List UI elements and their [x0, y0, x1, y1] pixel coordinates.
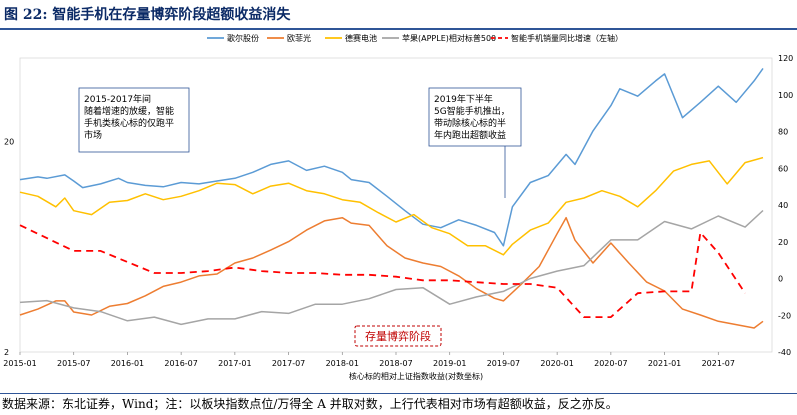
x-tick-label: 2021-07: [702, 359, 735, 368]
stage-stamp-box: [354, 325, 442, 347]
x-tick-label: 2015-07: [57, 359, 90, 368]
right-tick-label: -40: [778, 348, 791, 357]
legend-label-desai: 德赛电池: [345, 33, 377, 43]
footer-rule: [0, 393, 797, 394]
left-tick-label: 2: [4, 348, 9, 357]
stage-stamp-text: 存量博弈阶段: [365, 329, 431, 343]
x-tick-label: 2018-01: [326, 359, 359, 368]
annotation-line: 市场: [84, 129, 102, 141]
right-tick-label: 0: [778, 275, 783, 284]
right-tick-label: 80: [778, 128, 788, 137]
line-chart: 2015-01 2015-07 2016-01 2016-07 2017-01 2017-…: [3, 33, 793, 381]
x-tick-label: 2017-01: [218, 359, 251, 368]
annotation-line: 手机类核心标的仅跑平: [84, 117, 174, 129]
annotation-line: 年内跑出超额收益: [434, 129, 506, 141]
x-tick-label: 2018-07: [379, 359, 412, 368]
series-line-oufeiguang: [19, 216, 764, 329]
x-tick-label: 2020-01: [540, 359, 573, 368]
annotation-box: [78, 87, 190, 153]
x-tick-label: 2020-07: [594, 359, 627, 368]
annotation-line: 2015-2017年间: [84, 93, 151, 105]
x-tick-label: 2017-07: [272, 359, 305, 368]
series-line-sales: [19, 224, 746, 319]
legend-label-oufeiguang: 欧菲光: [287, 33, 311, 43]
x-tick-label: 2016-01: [111, 359, 144, 368]
source-note: 数据来源：东北证券，Wind；注：以板块指数点位/万得全 A 并取对数，上行代表…: [2, 397, 618, 411]
x-tick-label: 2016-07: [164, 359, 197, 368]
annotation-line: 随着增速的放缓，智能: [84, 105, 174, 117]
annotation-box: [428, 87, 522, 147]
title-rule: [0, 28, 797, 30]
right-tick-label: 40: [778, 201, 788, 210]
right-tick-label: -20: [778, 311, 791, 320]
figure-title: 图 22: 智能手机在存量博弈阶段超额收益消失: [4, 2, 290, 28]
right-tick-label: 60: [778, 164, 788, 173]
right-tick-label: 100: [778, 91, 793, 100]
figure-title-text: 智能手机在存量博弈阶段超额收益消失: [52, 7, 291, 23]
series-line-apple: [19, 209, 764, 326]
legend-label-apple: 苹果(APPLE)相对标普500: [402, 33, 496, 43]
series-line-geer: [19, 67, 764, 247]
x-tick-label: 2015-01: [3, 359, 36, 368]
x-tick-label: 2019-07: [487, 359, 520, 368]
x-axis-title: 核心标的相对上证指数收益(对数坐标): [349, 371, 483, 381]
series-line-desai: [19, 156, 764, 256]
legend-label-geer: 歌尔股份: [227, 33, 259, 43]
x-tick-label: 2021-01: [648, 359, 681, 368]
legend: 歌尔股份 欧菲光 德赛电池 苹果(APPLE)相对标普500 智能手机销量同比增速（左轴…: [207, 33, 623, 43]
annotation-line: 5G智能手机推出，: [434, 105, 510, 117]
legend-label-sales: 智能手机销量同比增速（左轴）: [511, 33, 623, 43]
annotation-line: 2019年下半年: [434, 93, 493, 105]
left-tick-label: 20: [4, 138, 14, 147]
annotation-line: 带动除核心标的半: [434, 117, 506, 129]
right-tick-label: 20: [778, 238, 788, 247]
figure-label: 图 22:: [4, 7, 48, 23]
x-tick-label: 2019-01: [433, 359, 466, 368]
right-tick-label: 120: [778, 54, 793, 63]
stage-stamp: 存量博弈阶段: [354, 325, 442, 347]
